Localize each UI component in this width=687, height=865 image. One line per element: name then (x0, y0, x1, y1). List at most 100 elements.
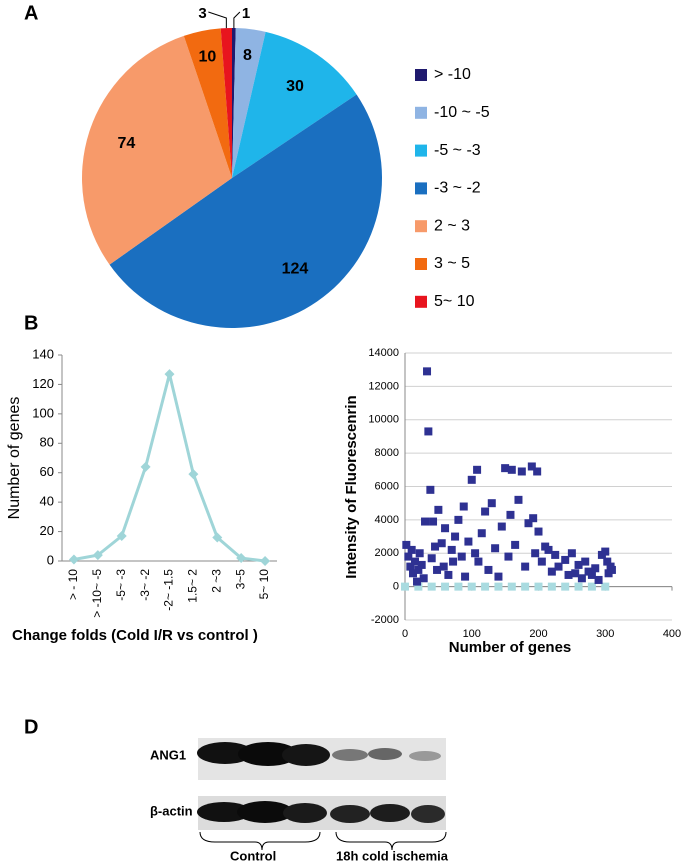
y-tick-label: -2000 (371, 614, 399, 626)
data-point (571, 569, 580, 578)
x-tick-label: -3~ -2 (138, 569, 152, 601)
x-axis-title: Change folds (Cold I/R vs control ) (12, 627, 258, 644)
brace (199, 831, 321, 851)
panel-label: D (24, 716, 38, 738)
data-point (547, 567, 556, 576)
data-point (494, 572, 503, 581)
data-point (454, 582, 463, 591)
slice-label: 124 (282, 261, 309, 278)
data-point (504, 552, 513, 561)
data-point (574, 582, 583, 591)
data-point (426, 485, 435, 494)
data-point (164, 369, 175, 380)
data-point (406, 562, 415, 571)
data-point (594, 575, 603, 584)
data-point (574, 560, 583, 569)
data-point (501, 464, 510, 473)
legend-swatch (415, 182, 427, 195)
data-point (188, 469, 199, 480)
data-point (481, 582, 490, 591)
brace (335, 831, 447, 851)
legend-label: -5 ~ -3 (434, 142, 481, 159)
data-point (497, 522, 506, 531)
data-point (439, 562, 448, 571)
data-point (524, 519, 533, 528)
data-point (409, 569, 418, 578)
slice-label: 74 (118, 135, 136, 152)
data-point (431, 542, 440, 551)
y-tick-label: 10000 (368, 414, 399, 426)
y-tick-label: 4000 (375, 514, 399, 526)
data-point (601, 547, 610, 556)
data-point (587, 570, 596, 579)
x-tick-label: > - 10 (66, 569, 80, 600)
x-tick-label: 3~5 (233, 569, 247, 590)
data-point (521, 582, 530, 591)
data-point (433, 565, 442, 574)
data-point (507, 465, 516, 474)
pie-slice (232, 31, 357, 178)
data-point (401, 582, 409, 591)
data-point (514, 495, 523, 504)
data-point (424, 427, 433, 436)
data-point (441, 582, 450, 591)
data-point (447, 545, 456, 554)
data-point (473, 465, 482, 474)
legend-swatch (415, 144, 427, 157)
data-point (417, 560, 426, 569)
y-tick-label: 2000 (375, 547, 399, 559)
y-tick-label: 60 (40, 464, 54, 479)
data-point (601, 582, 610, 591)
data-point (487, 499, 496, 508)
legend-swatch (415, 258, 427, 270)
y-tick-label: 12000 (368, 380, 399, 392)
y-tick-label: 80 (40, 435, 54, 450)
data-point (419, 574, 428, 583)
data-point (437, 539, 446, 548)
data-point (116, 530, 127, 541)
data-point (591, 564, 600, 573)
pie-slice (220, 28, 232, 178)
data-point (444, 570, 453, 579)
y-axis-title: Intensity of Fluorescenrin (343, 395, 360, 578)
data-point (68, 554, 79, 565)
pie-slice (232, 28, 266, 179)
pie-slice (82, 35, 233, 265)
x-tick-label: -2~ -1.5 (162, 569, 176, 611)
y-tick-label: 0 (47, 552, 54, 567)
data-point (474, 557, 483, 566)
data-point (587, 582, 596, 591)
data-point (551, 550, 560, 559)
x-tick-label: 200 (529, 628, 547, 640)
data-point (534, 527, 543, 536)
data-point (467, 475, 476, 484)
data-point (236, 553, 247, 564)
data-point (477, 529, 486, 538)
data-point (506, 510, 515, 519)
leader-line (208, 11, 227, 29)
data-point (413, 577, 422, 586)
panel-label: A (24, 2, 38, 24)
data-point (414, 565, 423, 574)
slice-label: 1 (242, 5, 250, 22)
data-point (427, 554, 436, 563)
legend-label: 2 ~ 3 (434, 217, 470, 234)
pie-slice (109, 94, 383, 329)
data-point (531, 549, 540, 558)
data-point (561, 555, 570, 564)
blot-group-label: 18h cold ischemia (336, 848, 449, 863)
data-point (429, 517, 438, 526)
x-tick-label: > -10~ -5 (90, 569, 104, 618)
data-point (457, 552, 466, 561)
data-point (603, 557, 612, 566)
data-point (434, 505, 443, 514)
data-point (554, 562, 563, 571)
legend-swatch (415, 106, 427, 119)
data-point (564, 570, 573, 579)
legend-swatch (415, 69, 427, 81)
x-tick-label: 300 (596, 628, 614, 640)
data-point (415, 549, 424, 558)
legend-label: > -10 (434, 66, 471, 83)
data-point (481, 507, 490, 516)
data-point (533, 467, 542, 476)
